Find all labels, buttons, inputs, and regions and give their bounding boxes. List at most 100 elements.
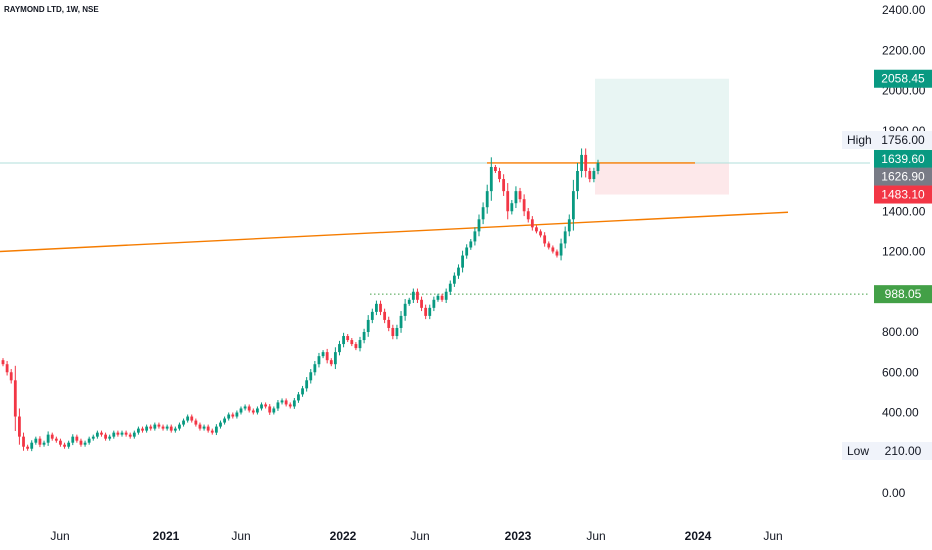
- candle: [596, 159, 600, 175]
- candle: [227, 412, 231, 421]
- candle: [411, 288, 415, 304]
- candle: [309, 369, 313, 384]
- candle-body: [264, 404, 268, 407]
- candle-body: [333, 352, 337, 365]
- candle-body: [379, 303, 382, 312]
- candle-body: [329, 360, 333, 365]
- candle: [91, 434, 95, 441]
- candle-body: [63, 444, 66, 447]
- y-tick-label: 800.00: [882, 325, 919, 339]
- candle: [498, 167, 501, 183]
- candle: [547, 241, 551, 250]
- target-price-label-text: 2058.45: [881, 72, 925, 86]
- candle: [563, 226, 567, 249]
- chart-title: RAYMOND LTD, 1W, NSE: [4, 5, 99, 14]
- mid-price-label-box: [874, 167, 932, 186]
- candle: [362, 328, 366, 344]
- candle-body: [198, 424, 202, 429]
- candle-body: [251, 410, 255, 413]
- candle-body: [514, 191, 518, 204]
- candle-body: [391, 327, 395, 337]
- candle-body: [186, 416, 190, 421]
- candle-body: [137, 428, 140, 433]
- candle: [38, 436, 42, 448]
- candle-body: [301, 388, 304, 395]
- candle-body: [194, 420, 198, 425]
- y-tick-label: 1200.00: [882, 245, 926, 259]
- candle-body: [95, 432, 99, 437]
- candle-body: [165, 426, 169, 429]
- stop-price-label: 1483.10: [874, 185, 932, 204]
- candle: [112, 430, 116, 439]
- candle-body: [432, 299, 436, 308]
- candle-body: [42, 442, 46, 445]
- candle-body: [362, 332, 366, 341]
- support-price-label: 988.05: [874, 285, 932, 304]
- candle: [301, 385, 304, 397]
- candle: [350, 338, 354, 347]
- candle-body: [313, 364, 317, 373]
- candle-body: [256, 408, 259, 413]
- candle: [465, 244, 469, 259]
- candle-body: [71, 436, 75, 443]
- x-tick-label: 2024: [685, 529, 712, 543]
- candle-body: [461, 255, 464, 268]
- candle: [79, 438, 83, 447]
- candle: [247, 404, 251, 413]
- last-price-label: 1639.60: [874, 149, 932, 168]
- last-price-label-text: 1639.60: [881, 152, 925, 166]
- candle: [243, 404, 247, 411]
- candle: [276, 400, 280, 411]
- candle: [432, 296, 436, 312]
- candle-body: [100, 432, 103, 435]
- candle: [297, 391, 300, 403]
- candle-body: [395, 327, 399, 337]
- candle-body: [153, 424, 157, 429]
- candle: [580, 148, 583, 178]
- candle-body: [239, 408, 243, 413]
- candle-body: [420, 299, 423, 308]
- candle-body: [588, 171, 592, 180]
- candle-body: [473, 231, 477, 242]
- candle-body: [104, 434, 107, 439]
- candle: [75, 434, 79, 443]
- candle: [539, 229, 542, 238]
- candle: [333, 347, 337, 370]
- candle-body: [489, 166, 493, 192]
- candle: [592, 167, 596, 183]
- candle: [100, 430, 103, 437]
- candle-body: [26, 446, 30, 449]
- candle-body: [440, 295, 444, 300]
- candle: [132, 430, 136, 439]
- candle-body: [219, 422, 222, 427]
- candle: [448, 280, 452, 295]
- candle: [116, 430, 120, 437]
- candle: [506, 183, 510, 220]
- candle-body: [399, 315, 403, 328]
- candle: [272, 406, 276, 415]
- candle-body: [243, 406, 247, 409]
- candle: [535, 225, 538, 234]
- candle: [477, 214, 481, 237]
- mid-price-label-text: 1626.90: [881, 170, 925, 184]
- candle: [251, 408, 255, 415]
- candle-body: [280, 400, 284, 403]
- candle-body: [235, 412, 239, 417]
- candle-body: [305, 380, 309, 389]
- candle-body: [210, 430, 214, 433]
- candle: [588, 167, 592, 183]
- candle-body: [563, 231, 567, 244]
- candle-body: [325, 352, 329, 361]
- candle-body: [403, 303, 407, 316]
- candle: [95, 430, 99, 439]
- candle: [559, 238, 563, 261]
- candle-body: [317, 356, 321, 365]
- candle: [555, 249, 559, 258]
- candle-body: [169, 426, 173, 431]
- y-tick-label: 600.00: [882, 365, 919, 379]
- target-price-label: 2058.45: [874, 69, 932, 88]
- candle: [551, 245, 555, 254]
- candle-body: [132, 432, 136, 437]
- candle: [571, 179, 575, 231]
